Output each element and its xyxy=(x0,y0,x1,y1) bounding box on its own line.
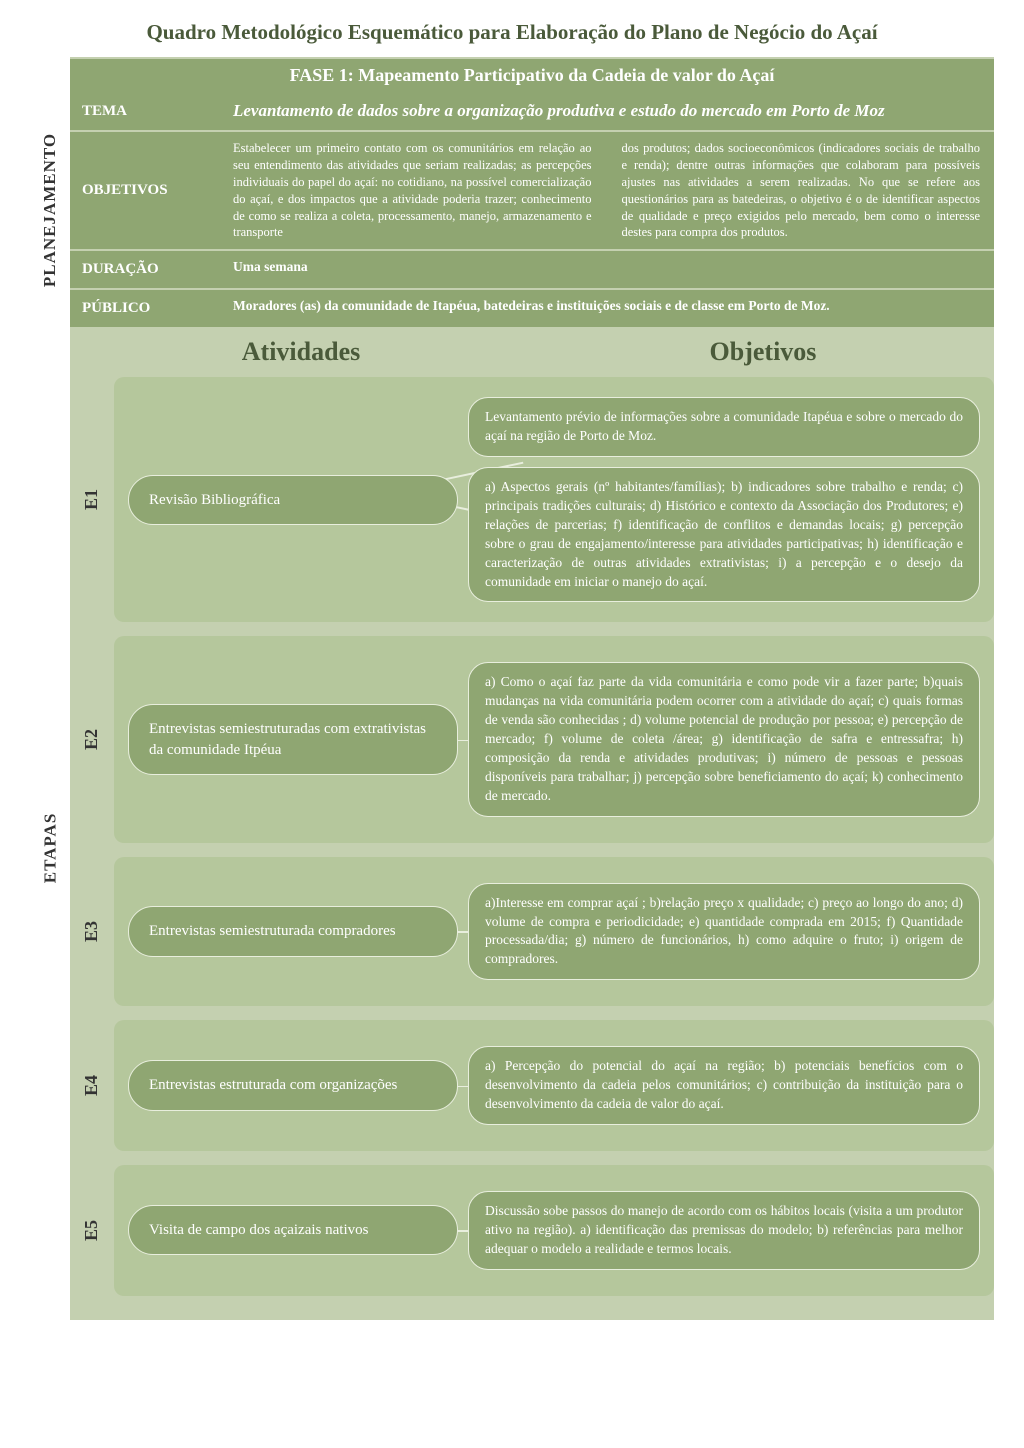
activity-e5: Visita de campo dos açaizais nativos xyxy=(128,1205,458,1255)
activity-e4: Entrevistas estruturada com organizações xyxy=(128,1060,458,1110)
row-objetivos: OBJETIVOS Estabelecer um primeiro contat… xyxy=(70,130,994,249)
objective-e1-1: a) Aspectos gerais (nº habitantes/famíli… xyxy=(468,467,980,602)
header-objetivos: Objetivos xyxy=(532,327,994,377)
stage-e1: E1 Revisão Bibliográfica Levantamento pr… xyxy=(70,377,994,622)
header-atividades: Atividades xyxy=(70,327,532,377)
planning-section: PLANEJAMENTO TEMA Levantamento de dados … xyxy=(30,92,994,327)
content-publico: Moradores (as) da comunidade de Itapéua,… xyxy=(225,290,994,327)
label-duracao: DURAÇÃO xyxy=(70,251,225,288)
objective-e4-0: a) Percepção do potencial do açaí na reg… xyxy=(468,1046,980,1125)
content-tema: Levantamento de dados sobre a organizaçã… xyxy=(225,92,994,130)
main-title: Quadro Metodológico Esquemático para Ela… xyxy=(30,20,994,45)
row-duracao: DURAÇÃO Uma semana xyxy=(70,249,994,288)
activity-e3: Entrevistas semiestruturada compradores xyxy=(128,906,458,956)
stage-e2: E2 Entrevistas semiestruturadas com extr… xyxy=(70,636,994,842)
objetivos-col2: dos produtos; dados socioeconômicos (ind… xyxy=(622,140,981,241)
stage-e5: E5 Visita de campo dos açaizais nativos … xyxy=(70,1165,994,1296)
label-publico: PÚBLICO xyxy=(70,290,225,327)
stage-code-e4: E4 xyxy=(70,1020,114,1151)
row-tema: TEMA Levantamento de dados sobre a organ… xyxy=(70,92,994,130)
objetivos-col1: Estabelecer um primeiro contato com os c… xyxy=(233,140,592,241)
stage-e4: E4 Entrevistas estruturada com organizaç… xyxy=(70,1020,994,1151)
label-objetivos: OBJETIVOS xyxy=(70,132,225,249)
objective-e2-0: a) Como o açaí faz parte da vida comunit… xyxy=(468,662,980,816)
label-tema: TEMA xyxy=(70,92,225,130)
etapas-vertical-label: ETAPAS xyxy=(30,377,70,1319)
activity-e2: Entrevistas semiestruturadas com extrati… xyxy=(128,704,458,775)
objective-e1-0: Levantamento prévio de informações sobre… xyxy=(468,397,980,457)
stage-code-e1: E1 xyxy=(70,377,114,622)
content-duracao: Uma semana xyxy=(225,251,994,288)
etapas-section: ETAPAS E1 Revisão Bibliográfica Levantam… xyxy=(30,377,994,1319)
activity-e1: Revisão Bibliográfica xyxy=(128,475,458,525)
content-objetivos: Estabelecer um primeiro contato com os c… xyxy=(225,132,994,249)
stage-e3: E3 Entrevistas semiestruturada comprador… xyxy=(70,857,994,1007)
planning-vertical-label: PLANEJAMENTO xyxy=(30,92,70,327)
stage-code-e3: E3 xyxy=(70,857,114,1007)
phase-title: FASE 1: Mapeamento Participativo da Cade… xyxy=(70,59,994,92)
row-publico: PÚBLICO Moradores (as) da comunidade de … xyxy=(70,288,994,327)
objective-e3-0: a)Interesse em comprar açaí ; b)relação … xyxy=(468,883,980,981)
column-headers: Atividades Objetivos xyxy=(70,327,994,377)
stage-code-e2: E2 xyxy=(70,636,114,842)
objective-e5-0: Discussão sobe passos do manejo de acord… xyxy=(468,1191,980,1270)
stage-code-e5: E5 xyxy=(70,1165,114,1296)
